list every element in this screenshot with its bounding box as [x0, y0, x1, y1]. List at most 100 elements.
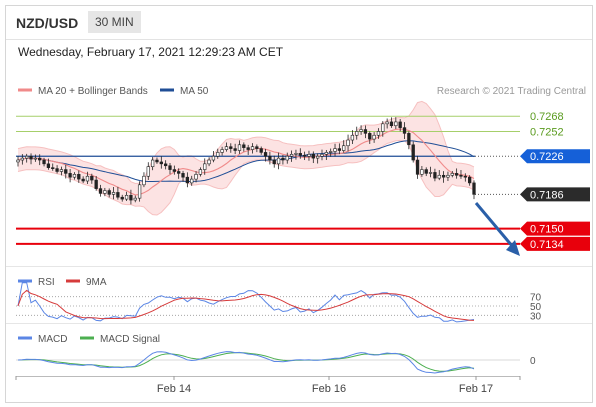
candle-body [433, 172, 437, 179]
candle-body [337, 148, 342, 151]
candlesticks [16, 117, 476, 205]
candle-body [94, 179, 98, 189]
candle-body [194, 174, 198, 180]
candle-body [302, 154, 307, 157]
candle-body [46, 163, 51, 168]
candle-body [402, 127, 407, 134]
candle-body [64, 169, 68, 174]
candle-body [177, 171, 181, 174]
candle-body [381, 123, 385, 132]
price-badges: 0.7268 0.7252 0.7226 0.7186 0.7150 0.7134 [520, 111, 590, 251]
support-label: 0.7134 [530, 239, 564, 251]
candle-body [68, 173, 72, 178]
candle-body [72, 174, 77, 178]
candle-body [329, 151, 333, 153]
legend-rsi-label: RSI [38, 277, 55, 288]
candle-body [38, 157, 42, 161]
candle-body [437, 174, 441, 179]
support-badge [520, 221, 590, 236]
candle-body [428, 172, 433, 174]
candle-body [211, 155, 216, 161]
candle-body [198, 169, 203, 175]
rsi-legend: RSI 9MA [18, 277, 107, 288]
candle-body [263, 152, 268, 157]
candle-body [333, 148, 337, 152]
candle-body [355, 131, 359, 136]
x-axis: Feb 14 Feb 16 Feb 17 [15, 376, 521, 395]
candle-body [155, 159, 159, 163]
candle-body [137, 184, 142, 199]
candle-body [237, 144, 242, 151]
candle-body [285, 155, 289, 161]
candle-body [368, 133, 372, 140]
candle-body [159, 161, 163, 165]
candle-body [90, 175, 94, 181]
candle-body [42, 159, 46, 165]
candle-body [190, 178, 194, 184]
forecast-arrow-shaft [474, 202, 515, 248]
macd-zero-label: 0 [530, 356, 536, 367]
timestamp-label: Wednesday, February 17, 2021 12:29:23 AM… [18, 45, 284, 59]
rsi-level-label: 70 [530, 293, 542, 304]
candle-body [450, 173, 454, 176]
forecast-arrow [474, 202, 520, 256]
bollinger-lower [17, 139, 475, 216]
legend-macd-swatch [18, 336, 32, 340]
legend-ma20-swatch [18, 88, 32, 92]
macd-panel: 0 [16, 351, 536, 374]
candle-body [316, 155, 320, 159]
legend-rsi-ma-swatch [66, 279, 80, 283]
candle-body [216, 152, 220, 157]
candle-body [85, 175, 90, 182]
macd-legend: MACD MACD Signal [18, 334, 160, 345]
ma50-line [17, 140, 475, 182]
x-tick-label: Feb 14 [157, 383, 191, 395]
candle-body [20, 157, 24, 161]
chart-card: NZD/USD 30 MIN Wednesday, February 17, 2… [5, 5, 593, 403]
legend-ma20-label: MA 20 + Bollinger Bands [38, 86, 148, 97]
resistance-label: 0.7252 [530, 126, 564, 138]
candle-body [29, 155, 33, 160]
candle-body [446, 174, 450, 178]
candle-body [98, 188, 103, 194]
rsi-ma-line [17, 289, 475, 321]
macd-line [17, 351, 475, 374]
last-price-badge [520, 187, 590, 202]
macd-signal-line [17, 352, 475, 372]
candle-body [77, 174, 81, 180]
candle-body [255, 146, 259, 149]
candle-body [454, 173, 459, 176]
candle-body [372, 134, 376, 140]
candle-body [124, 194, 129, 200]
candle-body [224, 146, 229, 150]
forecast-arrow-head [506, 240, 520, 256]
candle-body [229, 146, 233, 149]
chart-header: NZD/USD 30 MIN [6, 6, 592, 40]
candle-body [246, 147, 250, 150]
candle-body [164, 163, 168, 167]
bollinger-fill [18, 101, 474, 215]
ma20-line [17, 128, 475, 196]
last-price-label: 0.7186 [530, 189, 564, 201]
main-legend: MA 20 + Bollinger Bands MA 50 Research ©… [18, 86, 586, 97]
legend-ma50-swatch [160, 88, 174, 92]
legend-ma50-label: MA 50 [180, 86, 209, 97]
legend-rsi-swatch [18, 279, 32, 283]
candle-body [16, 159, 20, 163]
timeframe-badge[interactable]: 30 MIN [88, 11, 141, 33]
pivot-label: 0.7226 [530, 151, 564, 163]
candle-body [233, 148, 237, 151]
candle-body [242, 144, 246, 148]
candle-body [168, 165, 172, 170]
candle-body [25, 155, 29, 159]
price-levels [16, 115, 520, 245]
bollinger-upper [17, 100, 475, 185]
candle-body [181, 173, 185, 178]
support-badge [520, 236, 590, 251]
candle-body [459, 174, 463, 177]
candle-body [350, 134, 355, 141]
support-label: 0.7150 [530, 224, 564, 236]
candle-body [111, 192, 116, 195]
candle-body [394, 121, 398, 127]
